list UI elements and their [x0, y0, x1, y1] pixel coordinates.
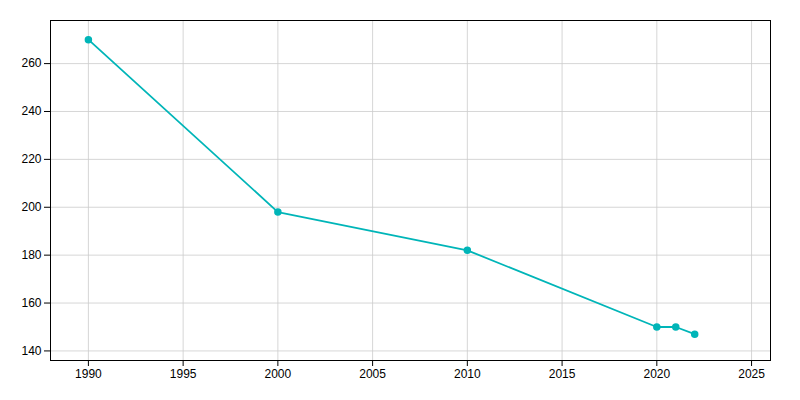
svg-text:1995: 1995 [170, 367, 197, 381]
svg-text:2010: 2010 [454, 367, 481, 381]
svg-text:180: 180 [21, 248, 41, 262]
svg-text:240: 240 [21, 104, 41, 118]
svg-text:2020: 2020 [643, 367, 670, 381]
svg-text:200: 200 [21, 200, 41, 214]
svg-text:2025: 2025 [738, 367, 765, 381]
svg-text:2000: 2000 [265, 367, 292, 381]
svg-text:1990: 1990 [75, 367, 102, 381]
svg-text:260: 260 [21, 56, 41, 70]
svg-text:160: 160 [21, 296, 41, 310]
svg-text:2005: 2005 [359, 367, 386, 381]
svg-text:220: 220 [21, 152, 41, 166]
svg-text:140: 140 [21, 344, 41, 358]
svg-text:2015: 2015 [549, 367, 576, 381]
